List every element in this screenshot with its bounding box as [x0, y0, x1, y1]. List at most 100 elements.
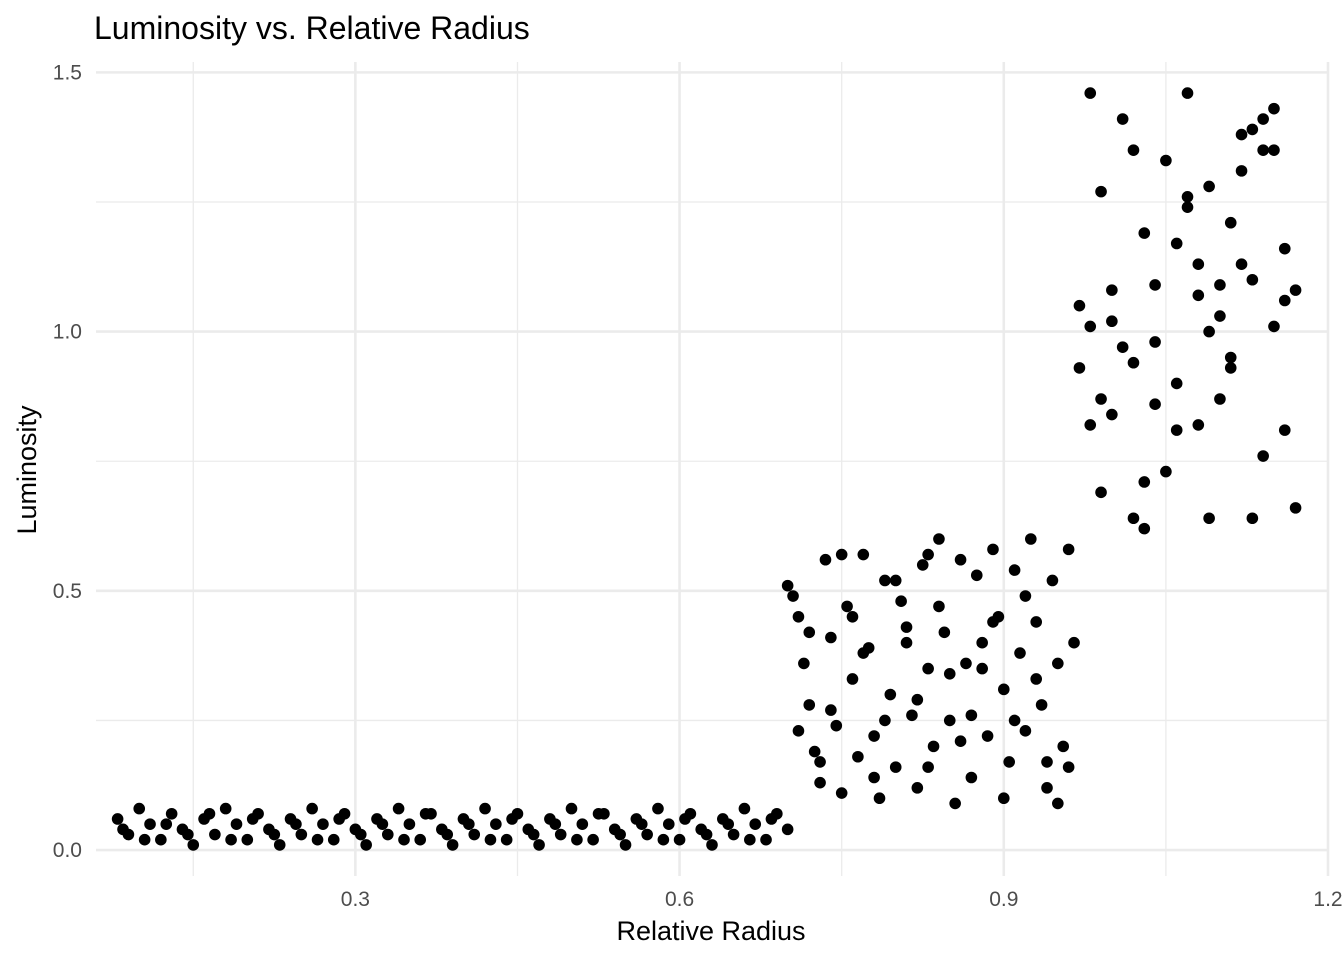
data-point	[1289, 502, 1302, 514]
data-point	[922, 548, 934, 561]
data-point	[792, 725, 805, 737]
data-point	[1149, 398, 1161, 410]
data-point	[1025, 533, 1037, 545]
data-point	[1084, 87, 1097, 99]
data-point	[1289, 284, 1302, 296]
data-point	[268, 828, 281, 841]
data-point	[1095, 185, 1107, 198]
data-point	[1084, 320, 1097, 333]
data-point	[997, 792, 1010, 805]
data-point	[1149, 279, 1161, 291]
data-point	[381, 828, 394, 841]
data-point	[1019, 590, 1032, 602]
data-point	[943, 714, 956, 727]
data-point	[468, 828, 481, 841]
data-point	[533, 839, 545, 851]
data-point	[225, 833, 237, 846]
data-point	[987, 543, 999, 556]
data-point	[1116, 113, 1129, 125]
data-point	[1181, 201, 1194, 213]
data-point	[1246, 123, 1259, 136]
data-point	[1073, 299, 1086, 312]
data-point	[484, 833, 497, 846]
data-point	[446, 839, 459, 851]
data-point	[808, 745, 821, 758]
data-point	[1192, 419, 1205, 431]
data-point	[857, 647, 870, 659]
data-point	[1214, 393, 1226, 405]
data-point	[1246, 512, 1259, 525]
data-point	[1116, 341, 1129, 353]
data-point	[1106, 315, 1118, 328]
data-point	[798, 657, 810, 670]
data-point	[209, 828, 221, 841]
data-point	[679, 813, 691, 825]
data-point	[1257, 144, 1269, 156]
data-point	[884, 688, 897, 701]
data-point	[787, 590, 799, 602]
data-point	[133, 802, 146, 815]
tick-labels: 0.3 0.6 0.9 1.2 0.0 0.5 1.0 1.5	[53, 61, 1343, 911]
data-point	[900, 621, 913, 633]
data-point	[317, 818, 329, 830]
data-point	[419, 807, 432, 820]
data-point	[765, 813, 778, 825]
data-point	[760, 833, 772, 846]
data-point	[1268, 320, 1280, 333]
data-point	[1170, 424, 1183, 436]
data-point	[814, 756, 826, 768]
data-point	[916, 559, 929, 571]
data-point	[549, 818, 562, 830]
data-point	[781, 823, 794, 836]
data-point	[1268, 144, 1280, 156]
data-point	[1224, 362, 1237, 374]
data-point	[873, 792, 886, 805]
data-point	[911, 693, 924, 706]
data-point	[700, 828, 713, 841]
data-point	[1003, 756, 1015, 768]
data-point	[1057, 740, 1070, 753]
x-axis-title: Relative Radius	[616, 916, 805, 946]
data-point	[1160, 465, 1172, 478]
data-point	[819, 553, 832, 566]
data-point	[1203, 512, 1215, 525]
data-point	[273, 839, 286, 851]
data-point	[1203, 325, 1215, 338]
data-point	[1008, 564, 1021, 576]
data-point	[749, 818, 762, 830]
data-point	[879, 714, 891, 727]
x-tick-label: 0.3	[341, 888, 370, 911]
data-point	[290, 818, 302, 830]
data-point	[392, 802, 405, 815]
data-point	[246, 813, 259, 825]
y-tick-label: 1.5	[53, 61, 82, 84]
data-point	[857, 548, 870, 561]
data-point	[635, 818, 648, 830]
data-point	[1052, 797, 1064, 810]
data-point	[219, 802, 232, 815]
data-point	[738, 802, 751, 815]
data-point	[311, 833, 324, 846]
data-point	[652, 802, 664, 815]
data-point	[1127, 144, 1140, 156]
data-point	[906, 709, 918, 722]
data-point	[1192, 289, 1205, 302]
data-point	[1203, 180, 1215, 193]
data-point	[1046, 574, 1059, 587]
data-point	[1278, 242, 1291, 255]
data-point	[846, 673, 859, 685]
data-point	[1246, 273, 1259, 286]
data-point	[1181, 191, 1194, 203]
data-point	[1106, 408, 1118, 421]
data-point	[1268, 102, 1280, 115]
data-point	[1214, 279, 1226, 291]
data-point	[1257, 450, 1269, 462]
data-point	[1030, 616, 1043, 628]
data-point	[111, 813, 124, 825]
data-point	[138, 833, 151, 846]
y-tick-label: 0.5	[53, 580, 82, 603]
data-point	[376, 818, 389, 830]
data-point	[895, 595, 907, 608]
data-point	[506, 813, 518, 825]
data-point	[965, 771, 978, 784]
